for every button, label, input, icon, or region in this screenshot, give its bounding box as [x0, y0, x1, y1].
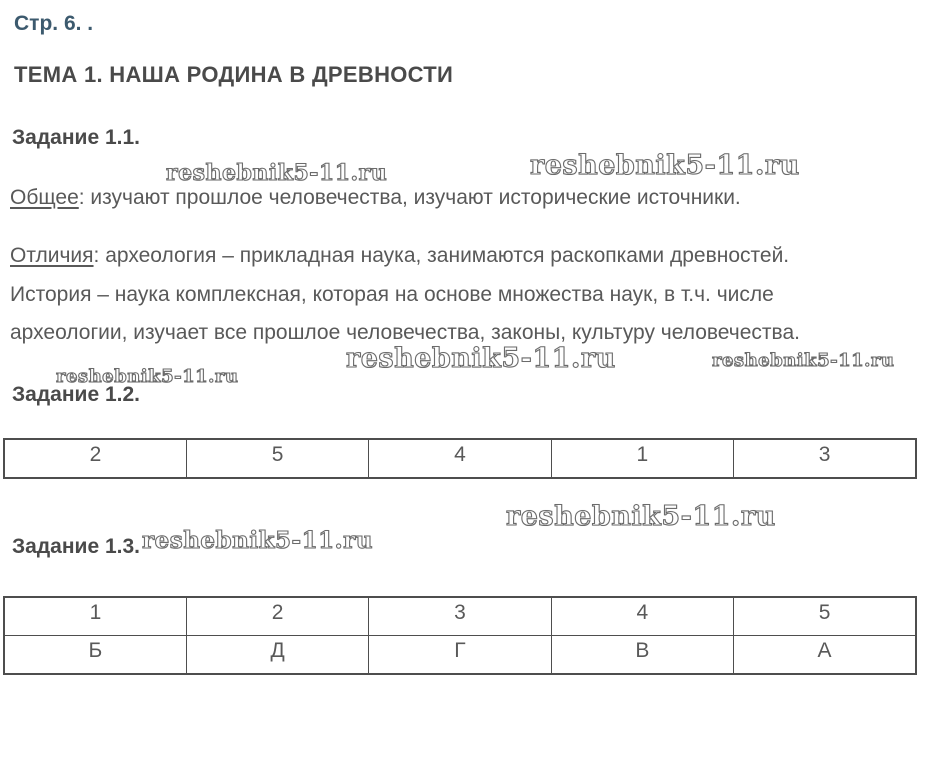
watermark: reshebnik5-11.ru	[345, 342, 616, 374]
answer-table-1-3: 1 2 3 4 5 Б Д Г В А	[3, 596, 917, 675]
topic-heading: ТЕМА 1. НАША РОДИНА В ДРЕВНОСТИ	[14, 62, 454, 87]
table-cell: 1	[3, 596, 187, 636]
table-cell: 4	[368, 438, 552, 479]
differences-text-line-1: : археология – прикладная наука, занимаю…	[93, 244, 790, 267]
table-cell: 3	[733, 438, 917, 479]
paragraph-differences-line-3: археологии, изучает все прошлое человече…	[10, 321, 800, 344]
table-cell: 5	[733, 596, 917, 636]
paragraph-differences-line-2: История – наука комплексная, которая на …	[10, 283, 774, 306]
table-cell: Д	[185, 635, 370, 675]
watermark: reshebnik5-11.ru	[711, 349, 895, 371]
watermark: reshebnik5-11.ru	[141, 526, 373, 554]
table-cell: Б	[3, 635, 187, 675]
watermark: reshebnik5-11.ru	[165, 159, 388, 186]
table-row: 2 5 4 1 3	[3, 438, 917, 479]
paragraph-common: Общее: изучают прошлое человечества, изу…	[10, 186, 741, 210]
watermark: reshebnik5-11.ru	[529, 149, 800, 181]
table-cell: 4	[550, 596, 735, 636]
paragraph-differences-line-1: Отличия: археология – прикладная наука, …	[10, 244, 789, 268]
task-1-2-title: Задание 1.2.	[12, 383, 140, 406]
table-cell: Г	[368, 635, 552, 675]
table-row: 1 2 3 4 5	[3, 596, 917, 636]
differences-label: Отличия	[10, 244, 94, 267]
common-text: : изучают прошлое человечества, изучают …	[78, 186, 741, 209]
table-cell: 5	[185, 438, 370, 479]
table-cell: В	[550, 635, 735, 675]
table-cell: 3	[368, 596, 552, 636]
table-cell: 2	[185, 596, 370, 636]
answer-table-1-2: 2 5 4 1 3	[3, 438, 917, 479]
task-1-3-title: Задание 1.3.	[12, 535, 140, 558]
table-cell: 1	[550, 438, 735, 479]
task-1-1-title: Задание 1.1.	[12, 126, 140, 149]
table-cell: 2	[3, 438, 187, 479]
table-row: Б Д Г В А	[3, 635, 917, 675]
page-number-label: Стр. 6. .	[14, 12, 94, 35]
common-label: Общее	[10, 186, 79, 209]
table-cell: А	[733, 635, 917, 675]
watermark: reshebnik5-11.ru	[505, 500, 776, 532]
